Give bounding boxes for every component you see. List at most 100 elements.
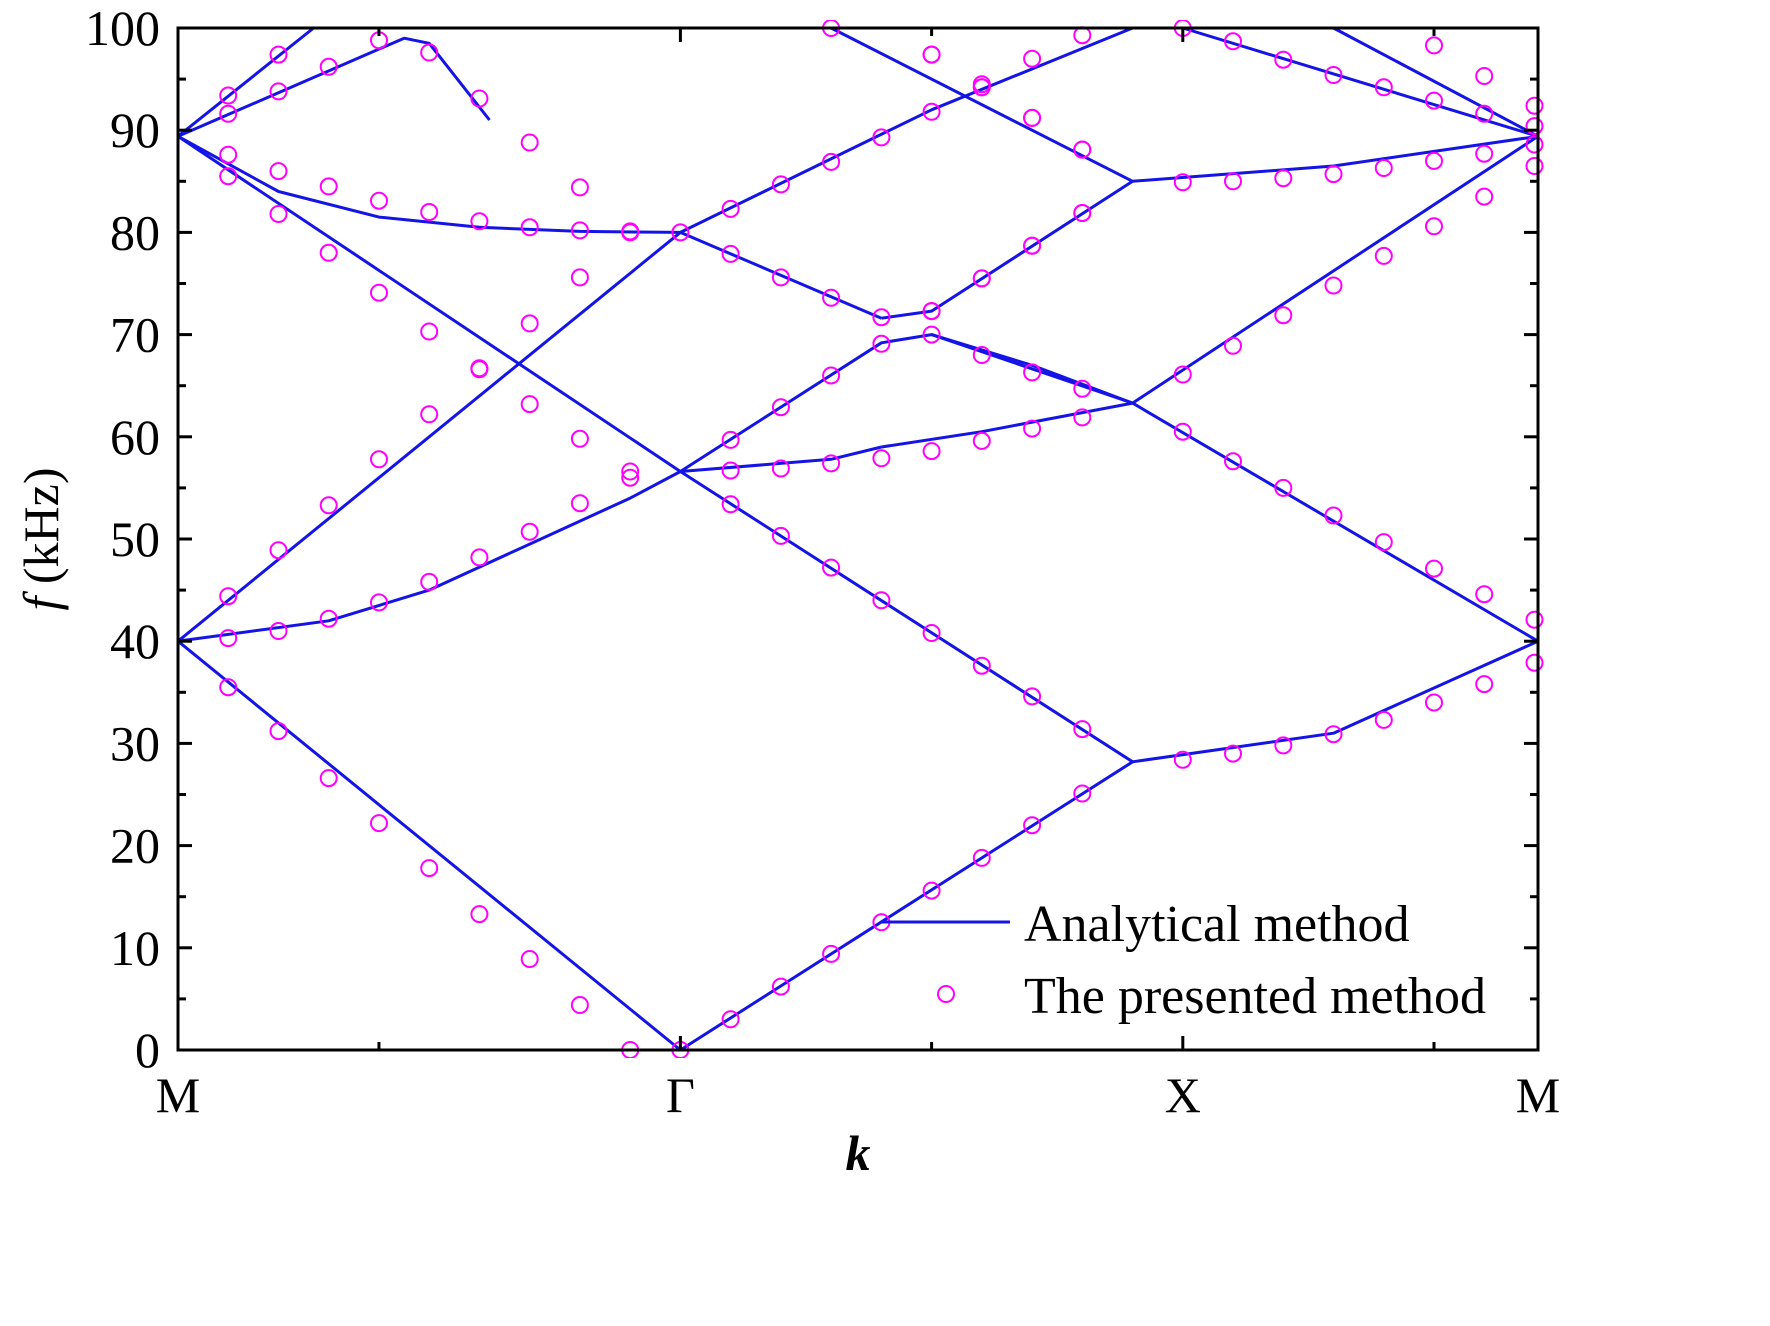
presented-method-point (520, 950, 539, 968)
presented-method-point (1374, 710, 1393, 729)
analytical-band-curve (178, 470, 682, 643)
presented-method-point (972, 78, 991, 97)
presented-method-point (671, 223, 690, 242)
analytical-band-curve (881, 180, 1134, 320)
y-tick-label: 100 (85, 0, 160, 56)
analytical-band-curve (1182, 26, 1539, 138)
analytical-band-curve (1131, 135, 1539, 405)
presented-method-point (269, 722, 288, 741)
presented-method-point (1274, 50, 1293, 69)
presented-method-point (1324, 66, 1343, 84)
presented-method-point (922, 102, 941, 121)
analytical-band-curve (881, 401, 1133, 449)
legend: Analytical method The presented method (882, 896, 1486, 1025)
presented-method-point (219, 104, 238, 123)
analytical-band-curve (178, 26, 315, 138)
presented-method-point (1324, 276, 1343, 295)
analytical-method-series (178, 26, 1539, 1052)
presented-method-point (1374, 533, 1393, 552)
analytical-band-curve (679, 333, 1134, 473)
presented-method-point (269, 82, 288, 101)
analytical-band-curve (178, 36, 491, 138)
presented-method-point (621, 222, 640, 241)
y-tick-label: 60 (110, 409, 160, 465)
y-tick-label: 90 (110, 102, 160, 158)
presented-method-point (922, 881, 941, 900)
presented-method-point (1525, 135, 1544, 154)
presented-method-point (872, 449, 891, 468)
presented-method-point (721, 430, 740, 449)
presented-method-point (219, 145, 238, 164)
presented-method-point (570, 268, 589, 287)
presented-method-point (872, 591, 891, 610)
presented-method-point (570, 996, 589, 1014)
presented-method-point (1475, 144, 1494, 163)
presented-method-point (922, 45, 941, 64)
presented-method-point (1173, 422, 1192, 441)
presented-method-point (219, 587, 238, 606)
presented-method-point (520, 218, 539, 237)
legend-marker-swatch (937, 985, 955, 1003)
presented-method-point (721, 199, 740, 218)
presented-method-point (1173, 750, 1192, 769)
presented-method-point (520, 522, 539, 541)
y-tick-label: 50 (110, 511, 160, 567)
presented-method-point (1475, 187, 1494, 206)
presented-method-point (319, 769, 338, 788)
presented-method-point (1274, 478, 1293, 497)
presented-method-point (319, 609, 338, 628)
presented-method-point (1374, 78, 1393, 97)
presented-method-point (822, 454, 841, 473)
presented-method-point (1374, 159, 1393, 177)
analytical-band-curve (830, 26, 1134, 183)
presented-method-point (570, 221, 589, 240)
y-tick-label: 40 (110, 613, 160, 669)
presented-method-point (1173, 173, 1192, 192)
presented-method-point (822, 288, 841, 307)
presented-method-point (420, 322, 439, 341)
legend-marker-label: The presented method (1024, 968, 1486, 1025)
analytical-band-curve (178, 231, 682, 643)
presented-method-point (570, 429, 589, 448)
presented-method-point (822, 944, 841, 963)
presented-method-point (1374, 246, 1393, 265)
presented-method-point (1425, 91, 1443, 110)
presented-method-point (1073, 720, 1092, 739)
analytical-band-curve (680, 445, 882, 473)
analytical-band-curve (679, 470, 1134, 764)
presented-method-point (1224, 452, 1242, 471)
presented-method-point (1324, 165, 1343, 184)
presented-method-point (570, 494, 589, 513)
presented-method-point (1224, 336, 1242, 355)
y-tick-label: 70 (110, 307, 160, 363)
presented-method-point (1525, 610, 1544, 629)
analytical-band-curve (679, 760, 1134, 1052)
presented-method-point (1324, 725, 1343, 744)
presented-method-point (1425, 36, 1443, 55)
presented-method-point (420, 203, 439, 221)
presented-method-point (1023, 816, 1042, 835)
analytical-band-curve (679, 26, 1134, 234)
y-axis-title: f (kHz) (13, 467, 69, 610)
presented-method-point (771, 459, 790, 478)
presented-method-point (1023, 363, 1042, 382)
presented-method-series (219, 20, 1544, 1058)
presented-method-point (370, 191, 388, 210)
presented-method-point (520, 314, 539, 333)
presented-method-point (570, 178, 589, 197)
analytical-band-curve (1132, 639, 1539, 764)
presented-method-point (1073, 408, 1092, 427)
presented-method-point (1425, 559, 1443, 578)
presented-method-point (972, 431, 991, 450)
presented-method-point (420, 572, 439, 591)
presented-method-point (1224, 744, 1242, 763)
presented-method-point (922, 302, 941, 321)
presented-method-point (922, 325, 941, 344)
presented-method-point (420, 43, 439, 62)
presented-method-point (420, 859, 439, 878)
presented-method-point (269, 622, 288, 640)
x-tick-label: M (156, 1067, 200, 1123)
presented-method-point (219, 86, 238, 105)
y-tick-label: 20 (110, 818, 160, 874)
presented-method-point (319, 243, 338, 262)
